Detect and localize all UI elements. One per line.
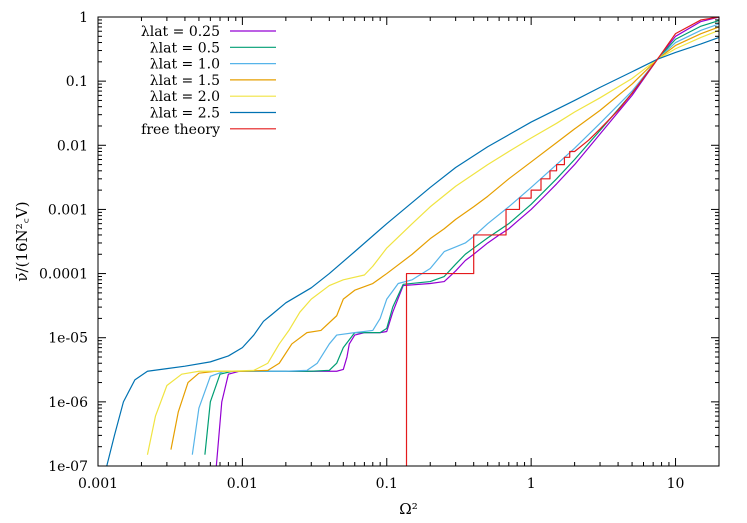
x-tick-label: 10 xyxy=(667,476,685,492)
x-tick-label: 0.1 xyxy=(376,476,398,492)
x-tick-label: 0.001 xyxy=(78,476,118,492)
series-line-6 xyxy=(405,16,720,466)
plot-frame xyxy=(97,16,720,467)
series-line-2 xyxy=(191,23,720,455)
ticks-layer xyxy=(97,16,720,467)
series-layer xyxy=(106,16,720,467)
y-tick-label: 1 xyxy=(79,10,88,26)
legend-label: free theory xyxy=(141,122,220,138)
legend-label: λlat = 2.5 xyxy=(150,106,220,122)
y-axis-title: ν̄/(16N²꜀V) xyxy=(13,201,31,281)
series-line-3 xyxy=(170,26,720,450)
legend-label: λlat = 0.25 xyxy=(141,24,220,40)
legend-label: λlat = 0.5 xyxy=(150,40,220,56)
tick-labels: 0.001 0.01 0.1 1 10 1e-07 1e-06 1e-05 0.0001 0.00… xyxy=(39,10,684,492)
legend-label: λlat = 1.5 xyxy=(150,73,220,89)
y-tick-label: 0.1 xyxy=(66,74,88,90)
y-tick-label: 1e-06 xyxy=(48,395,88,411)
series-line-5 xyxy=(106,36,720,467)
legend-label: λlat = 2.0 xyxy=(150,89,220,105)
x-axis-title: Ω² xyxy=(399,500,417,518)
legend-label: λlat = 1.0 xyxy=(150,57,220,73)
x-tick-label: 1 xyxy=(527,476,536,492)
y-tick-label: 0.001 xyxy=(48,202,88,218)
y-tick-label: 0.0001 xyxy=(39,267,88,283)
y-tick-label: 0.01 xyxy=(57,138,88,154)
y-tick-label: 1e-05 xyxy=(48,331,88,347)
series-line-1 xyxy=(204,19,720,455)
series-line-4 xyxy=(146,29,720,455)
x-tick-label: 0.01 xyxy=(227,476,258,492)
y-tick-label: 1e-07 xyxy=(48,459,88,475)
